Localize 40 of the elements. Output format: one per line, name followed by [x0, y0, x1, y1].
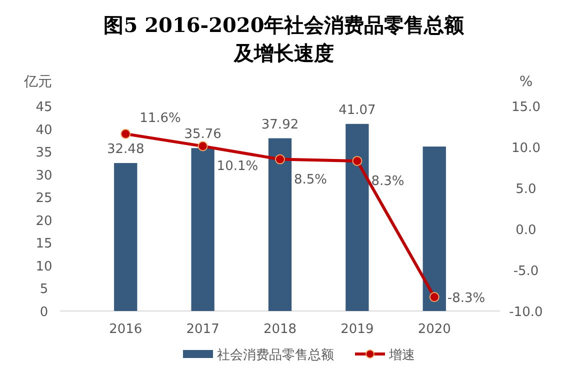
x-tick-label: 2020 — [418, 322, 451, 337]
y-axis-title: 亿元 — [23, 74, 52, 90]
y2-tick-label: -10.0 — [509, 305, 543, 320]
point — [198, 141, 208, 152]
x-tick-label: 2018 — [263, 322, 297, 337]
y2-tick-label: 10.0 — [512, 141, 540, 156]
y2-tick-label: 0.0 — [516, 223, 536, 238]
data-label: -8.3% — [447, 291, 486, 306]
y2-tick-label: -5.0 — [513, 264, 539, 279]
data-label: 37.92 — [261, 117, 299, 132]
y2-axis-title: % — [519, 74, 533, 90]
point — [429, 292, 440, 302]
legend-label: 增速 — [388, 348, 415, 363]
x-tick-label: 2019 — [340, 322, 374, 337]
y-tick-label: 10 — [36, 259, 52, 274]
y-tick-label: 45 — [36, 100, 52, 115]
point — [275, 154, 285, 164]
point — [352, 156, 362, 166]
data-label: 10.1% — [216, 159, 258, 174]
y-tick-label: 20 — [36, 214, 52, 229]
y2-tick-label: 5.0 — [516, 182, 536, 197]
y-tick-label: 30 — [36, 168, 52, 184]
y-tick-label: 40 — [36, 122, 52, 138]
y-tick-label: 15 — [36, 236, 52, 252]
x-tick-label: 2016 — [109, 322, 142, 337]
y-tick-label: 0 — [40, 305, 48, 320]
data-label: 32.48 — [107, 142, 144, 158]
chart-title: 图5 2016-2020年社会消费品零售总额及增长速度 — [104, 13, 466, 65]
y-tick-label: 35 — [36, 146, 52, 161]
data-label: 8.3% — [371, 174, 404, 189]
point — [120, 128, 131, 139]
data-label: 41.07 — [338, 102, 376, 118]
y-tick-label: 5 — [40, 282, 48, 298]
y2-tick-label: 15.0 — [512, 100, 540, 115]
x-tick-label: 2017 — [186, 322, 220, 337]
data-label: 11.6% — [140, 110, 181, 126]
data-label: 8.5% — [294, 172, 328, 188]
y-tick-label: 25 — [36, 191, 52, 206]
data-label: 35.76 — [184, 127, 222, 142]
legend-label: 社会消费品零售总额 — [217, 348, 334, 363]
